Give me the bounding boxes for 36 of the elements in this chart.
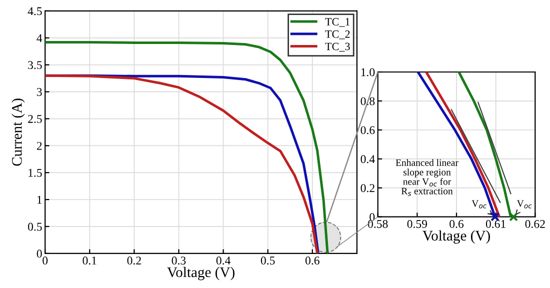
y-tick-label: 1.5 xyxy=(28,168,42,177)
x-axis-title: Voltage (V) xyxy=(167,266,234,280)
x-tick-label: 0.1 xyxy=(82,256,96,265)
y-tick-label: 0.4 xyxy=(360,155,375,164)
x-tick-label: 0.62 xyxy=(525,220,545,228)
y-tick-label: 3.5 xyxy=(28,61,42,70)
x-tick-label: 0.5 xyxy=(260,256,275,265)
text: Enhanced linear slope region near V$_{oc}$ for R$_{s}$ extraction xyxy=(396,159,458,196)
annotation: V$_{oc}$ xyxy=(516,200,532,208)
y-tick-label: 1.0 xyxy=(361,68,375,76)
y-tick-label: 0 xyxy=(370,213,375,222)
y-tick-label: 2 xyxy=(36,142,42,150)
y-tick-label: 3 xyxy=(36,88,42,96)
y-tick-label: 0.8 xyxy=(360,97,375,106)
x-tick-label: 0.2 xyxy=(127,256,141,265)
x-axis-title: Voltage (V) xyxy=(422,230,490,244)
legend-label: TC_3 xyxy=(325,42,350,52)
y-tick-label: 4 xyxy=(36,34,42,42)
y-tick-label: 4.5 xyxy=(28,7,42,16)
legend-label: TC_2 xyxy=(325,30,350,40)
x-tick-label: 0.6 xyxy=(305,256,320,265)
annotation: V$_{oc}$ xyxy=(472,200,487,208)
x-tick-label: 0.59 xyxy=(407,220,428,228)
x-tick-label: 0.4 xyxy=(216,256,230,265)
y-tick-label: 0 xyxy=(36,250,42,258)
y-tick-label: 2.5 xyxy=(28,115,42,123)
y-axis-title: Current (A) xyxy=(12,98,25,166)
y-tick-label: 0.6 xyxy=(360,126,375,134)
y-tick-label: 0.2 xyxy=(360,184,374,192)
legend-label: TC_1 xyxy=(325,18,350,27)
x-tick-label: 0.6 xyxy=(450,220,464,228)
x-tick-label: 0 xyxy=(42,256,48,265)
x-tick-label: 0.3 xyxy=(172,256,186,265)
y-tick-label: 1 xyxy=(37,196,42,204)
x-tick-label: 0.58 xyxy=(368,220,388,228)
x-tick-label: 0.61 xyxy=(486,220,506,228)
